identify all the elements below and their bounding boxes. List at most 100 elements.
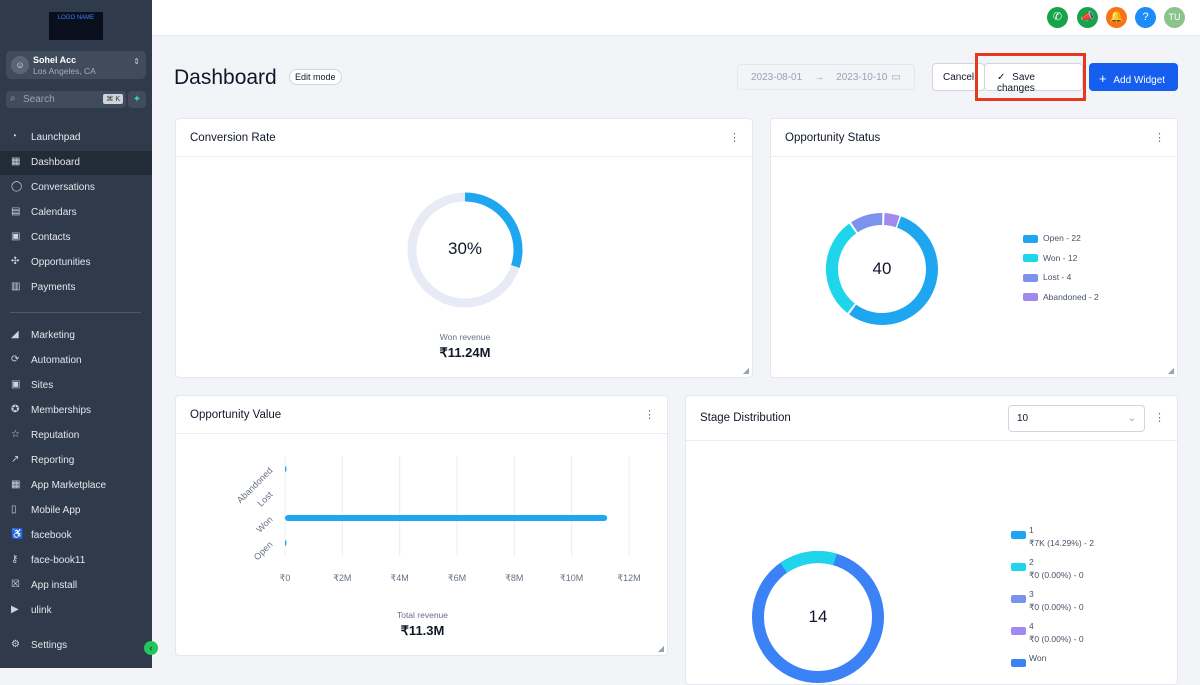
legend-name: 2 [1029, 557, 1034, 567]
legend-swatch [1023, 293, 1038, 302]
logo[interactable]: LOGO NAME [49, 12, 103, 40]
y-tick-label: Lost [255, 489, 274, 508]
avatar[interactable]: TU [1164, 7, 1185, 28]
sidebar-item-app-install[interactable]: ☒ App install [0, 574, 152, 598]
page-title: Dashboard [174, 66, 277, 89]
sidebar-item-reputation[interactable]: ☆ Reputation [0, 424, 152, 448]
resize-handle[interactable]: ◢ [1167, 366, 1174, 375]
sidebar-item-label: Payments [31, 282, 76, 293]
quick-action-button[interactable]: ✦ [128, 91, 146, 108]
nav-icon: ◢ [11, 329, 19, 340]
calendar-icon: ▭ [891, 72, 901, 83]
save-changes-button[interactable]: ✓ Save changes [984, 63, 1083, 94]
search-input[interactable]: ⌕ Search ⌘ K [6, 91, 126, 108]
nav-icon: ♿ [11, 529, 24, 540]
sidebar-item-sites[interactable]: ▣ Sites [0, 374, 152, 398]
sidebar-item-opportunities[interactable]: ✣ Opportunities [0, 251, 152, 275]
date-range-picker[interactable]: 2023-08-01 → 2023-10-10 ▭ [737, 64, 915, 90]
legend-detail: ₹7K (14.29%) - 2 [1029, 538, 1094, 548]
sidebar-item-memberships[interactable]: ✪ Memberships [0, 399, 152, 423]
sidebar-item-app-marketplace[interactable]: ▦ App Marketplace [0, 474, 152, 498]
nav-icon: ▣ [11, 231, 21, 242]
collapse-sidebar-button[interactable]: ‹ [144, 641, 158, 655]
phone-icon[interactable]: ✆ [1047, 7, 1068, 28]
arrow-right-icon: → [814, 72, 825, 83]
nav-icon: ▶ [11, 604, 19, 615]
nav-icon: ↗ [11, 454, 20, 465]
sidebar-item-ulink[interactable]: ▶ ulink [0, 599, 152, 623]
sidebar-item-label: Calendars [31, 207, 77, 218]
stage-legend-item: 3 ₹0 (0.00%) - 0 [1011, 588, 1084, 614]
sidebar-item-payments[interactable]: ▥ Payments [0, 276, 152, 300]
sidebar-item-label: App Marketplace [31, 480, 107, 491]
nav-icon: ✪ [11, 404, 20, 415]
save-label: Save changes [997, 72, 1035, 94]
stage-select[interactable]: 10 ⌄ [1008, 405, 1145, 432]
status-slice [826, 213, 938, 325]
bar-abandoned [285, 466, 287, 472]
x-tick-label: ₹2M [333, 573, 351, 583]
total-revenue-label: Total revenue [396, 610, 449, 620]
sidebar-item-face-book11[interactable]: ⚷ face-book11 [0, 549, 152, 573]
nav-icon: ◯ [11, 181, 23, 192]
status-slice [826, 213, 938, 325]
stage-legend-item: 4 ₹0 (0.00%) - 0 [1011, 620, 1084, 646]
edit-mode-badge: Edit mode [289, 69, 342, 85]
sidebar-item-marketing[interactable]: ◢ Marketing [0, 324, 152, 348]
x-tick-label: ₹8M [505, 573, 523, 583]
nav-icon: ◔ [11, 131, 18, 142]
date-to: 2023-10-10 [836, 72, 888, 83]
sidebar-item-label: Opportunities [31, 257, 91, 268]
legend-item: Open - 22 [1023, 233, 1081, 243]
legend-swatch [1011, 595, 1026, 603]
sidebar-item-mobile-app[interactable]: ▯ Mobile App [0, 499, 152, 523]
account-switcher[interactable]: ☺ Sohel Acc Los Angeles, CA ⇕ [6, 51, 146, 79]
announcement-icon[interactable]: 📣 [1077, 7, 1098, 28]
more-options-icon[interactable]: ⋮ [1154, 412, 1165, 424]
nav-icon: ▦ [11, 156, 21, 167]
resize-handle[interactable]: ◢ [742, 366, 749, 375]
sidebar-item-calendars[interactable]: ▤ Calendars [0, 201, 152, 225]
conversion-rate-widget: Conversion Rate ⋮ 30% Won revenue ₹11.24… [175, 118, 753, 378]
sidebar-item-automation[interactable]: ⟳ Automation [0, 349, 152, 373]
sidebar-item-label: Dashboard [31, 157, 80, 168]
sidebar-item-label: Memberships [31, 405, 92, 416]
nav-icon: ▯ [11, 504, 17, 515]
sidebar-item-settings[interactable]: ⚙ Settings [0, 634, 152, 658]
add-widget-label: Add Widget [1113, 75, 1166, 86]
legend-label: Lost - 4 [1043, 272, 1072, 282]
bell-icon[interactable]: 🔔 [1106, 7, 1127, 28]
search-icon: ⌕ [10, 93, 16, 104]
help-icon[interactable]: ? [1135, 7, 1156, 28]
conversion-percent: 30% [447, 239, 483, 258]
nav-icon: ▤ [11, 206, 21, 217]
more-options-icon[interactable]: ⋮ [729, 132, 740, 144]
more-options-icon[interactable]: ⋮ [1154, 132, 1165, 144]
more-options-icon[interactable]: ⋮ [644, 409, 655, 421]
stage-select-value: 10 [1017, 413, 1029, 424]
gear-icon: ⚙ [11, 639, 20, 650]
resize-handle[interactable]: ◢ [657, 644, 664, 653]
bar-won [285, 515, 608, 521]
nav-icon: ⚷ [11, 554, 19, 565]
widget-title: Stage Distribution [686, 396, 1177, 441]
sidebar-item-conversations[interactable]: ◯ Conversations [0, 176, 152, 200]
opportunity-value-chart: ₹0 ₹2M ₹4M ₹6M ₹8M ₹10M ₹12MOpenWonLostAbandon… [235, 456, 641, 583]
won-revenue-amount: ₹11.24M [439, 345, 491, 360]
search-placeholder: Search [23, 94, 55, 105]
stage-total: 14 [808, 607, 828, 626]
sidebar-item-facebook[interactable]: ♿ facebook [0, 524, 152, 548]
sidebar: LOGO NAME ☺ Sohel Acc Los Angeles, CA ⇕ … [0, 0, 158, 668]
legend-detail: ₹0 (0.00%) - 0 [1029, 602, 1084, 612]
gauge-fill [407, 192, 523, 308]
y-tick-label: Open [252, 539, 275, 562]
sidebar-item-dashboard[interactable]: ▦ Dashboard [0, 151, 152, 175]
sidebar-item-contacts[interactable]: ▣ Contacts [0, 226, 152, 250]
add-widget-button[interactable]: + Add Widget [1089, 63, 1178, 91]
nav-icon: ▥ [11, 281, 21, 292]
sidebar-item-reporting[interactable]: ↗ Reporting [0, 449, 152, 473]
chevron-down-icon: ⌄ [1127, 413, 1136, 424]
legend-detail: ₹0 (0.00%) - 0 [1029, 570, 1084, 580]
sidebar-item-launchpad[interactable]: ◔ Launchpad [0, 126, 152, 150]
nav-icon: ✣ [11, 256, 20, 267]
